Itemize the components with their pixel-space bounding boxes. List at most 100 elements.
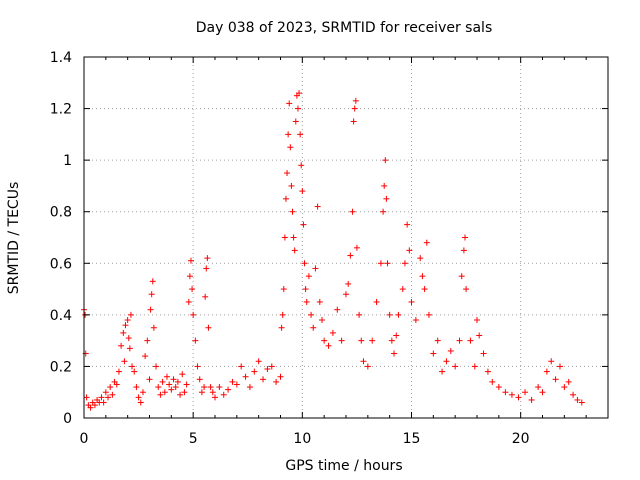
data-point: [251, 368, 258, 375]
x-axis-label: GPS time / hours: [285, 458, 402, 474]
data-point: [190, 311, 197, 318]
data-point: [260, 376, 267, 383]
y-tick-label: 0: [63, 411, 72, 427]
y-axis-label: SRMTID / TECUs: [6, 182, 22, 295]
data-point: [425, 311, 432, 318]
data-point: [381, 182, 388, 189]
data-point: [377, 260, 384, 267]
data-point: [107, 384, 114, 391]
data-point: [439, 368, 446, 375]
data-point: [338, 337, 345, 344]
data-point: [146, 376, 153, 383]
data-point: [115, 368, 122, 375]
data-point: [314, 203, 321, 210]
data-point: [91, 402, 98, 409]
data-point: [388, 337, 395, 344]
data-point: [120, 329, 127, 336]
data-point: [285, 131, 292, 138]
data-point: [109, 391, 116, 398]
data-point: [287, 144, 294, 151]
data-point: [153, 363, 160, 370]
data-point: [384, 260, 391, 267]
data-point: [268, 363, 275, 370]
data-point: [159, 378, 166, 385]
data-point: [286, 100, 293, 107]
data-point: [187, 257, 194, 264]
data-point: [301, 260, 308, 267]
data-point: [163, 373, 170, 380]
data-point: [179, 371, 186, 378]
plot-frame: [83, 56, 609, 419]
y-tick-label: 1.4: [50, 50, 72, 66]
data-point: [281, 234, 288, 241]
data-point: [343, 291, 349, 298]
data-point: [423, 239, 430, 246]
data-point: [292, 118, 299, 125]
data-point: [578, 399, 585, 406]
x-tick-label: 10: [293, 431, 311, 447]
y-tick-label: 1: [63, 153, 72, 169]
data-point: [386, 311, 393, 318]
data-point: [168, 386, 175, 393]
data-point: [229, 378, 236, 385]
data-point: [552, 376, 559, 383]
data-point: [310, 324, 317, 331]
data-point: [196, 376, 203, 383]
data-point: [125, 335, 132, 342]
data-point: [412, 317, 419, 324]
data-point: [194, 363, 201, 370]
data-point: [216, 384, 223, 391]
data-point: [242, 373, 249, 380]
data-point: [294, 105, 301, 112]
data-point: [430, 350, 437, 357]
data-point: [131, 368, 138, 375]
data-point: [133, 384, 140, 391]
data-point: [122, 322, 129, 329]
data-point: [476, 332, 483, 339]
data-point: [489, 378, 496, 385]
data-point: [212, 394, 218, 401]
data-point: [166, 381, 173, 388]
data-point: [273, 378, 280, 385]
data-point: [495, 384, 502, 391]
data-point: [124, 317, 131, 324]
grid-lines: [84, 57, 608, 418]
data-point: [177, 391, 184, 398]
data-point: [401, 260, 408, 267]
data-point: [284, 170, 291, 177]
x-tick-label: 5: [189, 431, 198, 447]
data-point: [203, 265, 210, 272]
data-point: [408, 298, 415, 305]
data-point: [369, 337, 376, 344]
data-point: [360, 358, 367, 365]
data-point: [98, 394, 105, 401]
data-point: [484, 368, 491, 375]
data-point: [149, 278, 156, 285]
data-point: [353, 244, 360, 251]
data-point: [419, 273, 426, 280]
data-point: [118, 342, 125, 349]
data-point: [135, 394, 142, 401]
data-point: [87, 404, 94, 411]
data-point: [279, 311, 286, 318]
data-point: [502, 389, 509, 396]
data-point: [264, 366, 271, 373]
data-point: [480, 350, 487, 357]
data-point: [105, 394, 112, 401]
data-point: [204, 255, 211, 262]
data-point: [325, 342, 332, 349]
data-point: [561, 384, 568, 391]
data-point: [172, 384, 179, 391]
data-point: [434, 337, 441, 344]
data-point: [238, 363, 245, 370]
data-point: [300, 221, 307, 228]
data-point: [288, 182, 295, 189]
data-point: [548, 358, 555, 365]
data-point: [461, 234, 468, 241]
y-tick-label: 0.8: [50, 205, 72, 221]
data-points: [81, 90, 585, 411]
data-point: [246, 384, 253, 391]
data-point: [474, 317, 480, 324]
data-point: [318, 317, 325, 324]
data-point: [364, 363, 371, 370]
